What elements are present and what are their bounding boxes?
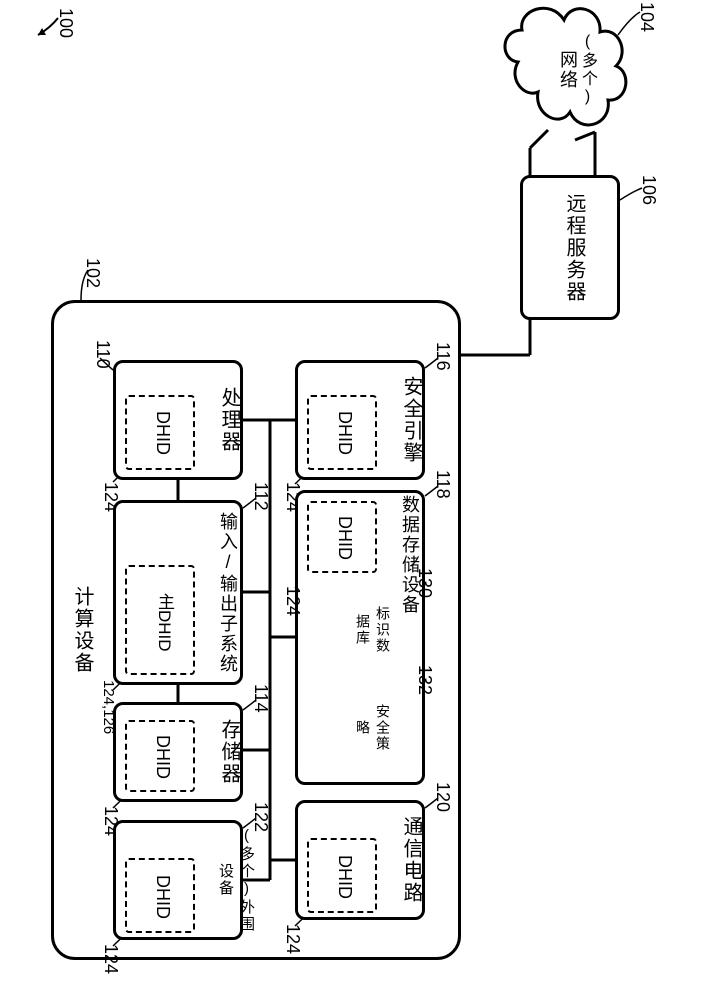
ref-122: 122 <box>250 802 271 832</box>
io-label: 输入/输出子系统 <box>215 505 241 680</box>
memory-label: 存储器 <box>215 707 244 797</box>
ref-124-storage: 124 <box>282 586 303 616</box>
ref-114: 114 <box>250 684 271 713</box>
storage-dhid-label: DHID <box>334 507 355 569</box>
ref-112: 112 <box>250 482 271 511</box>
processor-label: 处理器 <box>215 365 244 475</box>
ref-124-periph: 124 <box>100 944 121 974</box>
network-label-2: 网络 <box>555 45 581 95</box>
sec-engine-dhid-label: DHID <box>334 400 355 465</box>
peripherals-dhid-label: DHID <box>152 864 173 929</box>
ref-116: 116 <box>432 342 453 371</box>
comm-label: 通信电路 <box>397 805 426 915</box>
db1-label: 标识数据库 <box>353 600 393 660</box>
ref-102: 102 <box>82 258 103 288</box>
memory-dhid-label: DHID <box>152 726 173 788</box>
peripherals-label: (多个)外围设备 <box>215 821 257 939</box>
ref-118: 118 <box>432 470 453 499</box>
sec-engine-label: 安全引擎 <box>397 365 426 475</box>
ref-124-comm: 124 <box>282 924 303 954</box>
diagram-canvas: 计算设备 100 102 处理器 DHID 110 124 输入/输出子系统 主… <box>0 0 705 1000</box>
computing-device-label: 计算设备 <box>68 300 97 960</box>
processor-dhid-label: DHID <box>152 400 173 465</box>
ref-106: 106 <box>638 175 659 205</box>
ref-130: 130 <box>414 568 435 598</box>
remote-server-label: 远程服务器 <box>560 185 589 310</box>
ref-104: 104 <box>636 2 657 32</box>
comm-dhid-label: DHID <box>334 844 355 909</box>
db2-label: 安全策略 <box>353 700 393 755</box>
ref-120: 120 <box>432 782 453 812</box>
ref-100: 100 <box>55 8 76 38</box>
io-dhid-label: 主DHID <box>152 575 177 670</box>
ref-132: 132 <box>414 665 435 695</box>
ref-110: 110 <box>92 340 113 369</box>
